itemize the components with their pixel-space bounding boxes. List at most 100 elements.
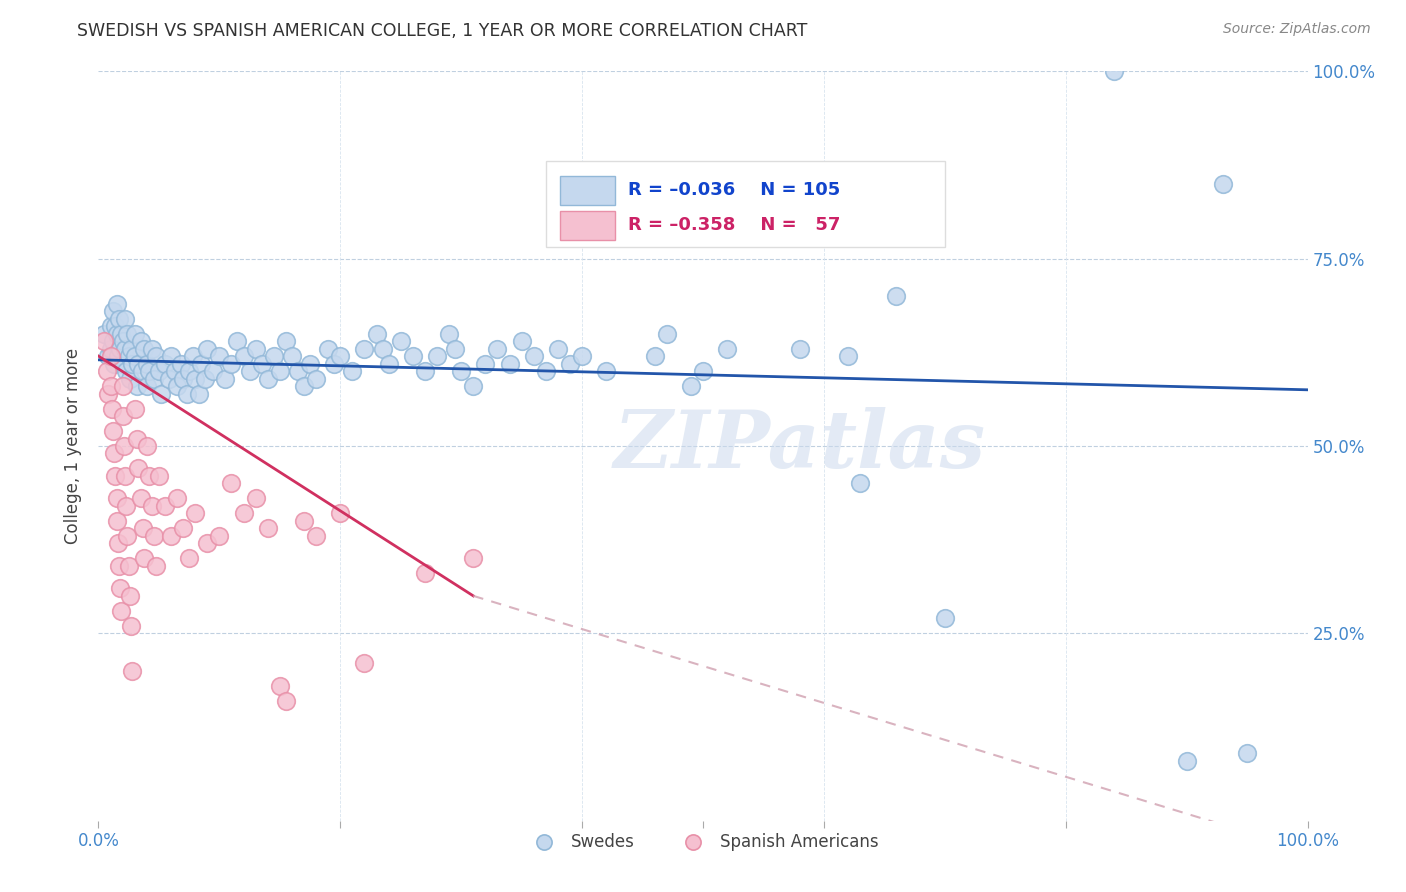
Point xyxy=(444,342,467,356)
FancyBboxPatch shape xyxy=(546,161,945,247)
Point xyxy=(143,371,166,385)
Point xyxy=(145,349,167,363)
Point xyxy=(558,357,581,371)
Point xyxy=(100,319,122,334)
Point xyxy=(110,326,132,341)
Point xyxy=(190,357,212,371)
Point xyxy=(299,357,322,371)
Point xyxy=(132,521,155,535)
Point xyxy=(789,342,811,356)
Point xyxy=(124,401,146,416)
Point xyxy=(245,342,267,356)
Point xyxy=(160,529,183,543)
Point xyxy=(181,349,204,363)
Point xyxy=(97,349,120,363)
Point xyxy=(534,364,557,378)
Point xyxy=(100,342,122,356)
Point xyxy=(107,349,129,363)
Point xyxy=(250,357,273,371)
Point xyxy=(101,334,124,348)
Point xyxy=(208,349,231,363)
Point xyxy=(127,357,149,371)
Point xyxy=(100,401,122,416)
FancyBboxPatch shape xyxy=(561,177,614,205)
Point xyxy=(1236,746,1258,760)
Point xyxy=(172,371,194,385)
Point xyxy=(655,326,678,341)
Point xyxy=(463,379,485,393)
Point xyxy=(221,476,243,491)
Point xyxy=(100,379,122,393)
Point xyxy=(1102,64,1125,78)
Point xyxy=(413,566,436,581)
Point xyxy=(93,334,115,348)
Point xyxy=(100,349,122,363)
Point xyxy=(619,184,641,198)
Point xyxy=(148,469,170,483)
Point xyxy=(97,386,120,401)
Y-axis label: College, 1 year or more: College, 1 year or more xyxy=(65,348,83,544)
Point xyxy=(135,357,157,371)
Point xyxy=(145,558,167,573)
Point xyxy=(292,514,315,528)
Point xyxy=(187,386,209,401)
Point xyxy=(105,296,128,310)
Point xyxy=(150,386,173,401)
Point xyxy=(463,551,485,566)
Point xyxy=(208,529,231,543)
Point xyxy=(115,499,138,513)
Point xyxy=(166,491,188,506)
Legend: Swedes, Spanish Americans: Swedes, Spanish Americans xyxy=(520,826,886,857)
Point xyxy=(117,529,139,543)
Point xyxy=(153,357,176,371)
Point xyxy=(287,364,309,378)
Point xyxy=(118,371,141,385)
Point xyxy=(127,432,149,446)
Point xyxy=(305,529,328,543)
Point xyxy=(160,349,183,363)
Point xyxy=(141,342,163,356)
Point xyxy=(595,364,617,378)
Point xyxy=(644,349,666,363)
Point xyxy=(194,371,217,385)
Point xyxy=(101,304,124,318)
Point xyxy=(127,379,149,393)
Point xyxy=(202,364,225,378)
Point xyxy=(1175,754,1198,768)
Point xyxy=(195,342,218,356)
Point xyxy=(305,371,328,385)
Point xyxy=(114,342,136,356)
Point xyxy=(256,371,278,385)
Point xyxy=(111,357,134,371)
Point xyxy=(114,469,136,483)
Point xyxy=(172,521,194,535)
Point xyxy=(371,342,394,356)
Point xyxy=(96,364,118,378)
Point xyxy=(263,349,285,363)
Point xyxy=(886,289,908,303)
Text: R = –0.358    N =   57: R = –0.358 N = 57 xyxy=(628,216,841,234)
Point xyxy=(114,311,136,326)
Point xyxy=(103,446,125,460)
Point xyxy=(117,326,139,341)
Point xyxy=(169,357,191,371)
Point xyxy=(124,349,146,363)
Point xyxy=(679,379,702,393)
Point xyxy=(138,364,160,378)
Point xyxy=(1212,177,1234,191)
Point xyxy=(127,461,149,475)
Point xyxy=(239,364,262,378)
Point xyxy=(129,334,152,348)
Point xyxy=(163,364,186,378)
Point xyxy=(413,364,436,378)
Point xyxy=(157,371,180,385)
Point xyxy=(118,589,141,603)
Point xyxy=(105,491,128,506)
Point xyxy=(115,364,138,378)
Point xyxy=(166,379,188,393)
Point xyxy=(692,364,714,378)
Point xyxy=(498,357,520,371)
Point xyxy=(108,311,131,326)
Point xyxy=(269,364,291,378)
Point xyxy=(221,357,243,371)
